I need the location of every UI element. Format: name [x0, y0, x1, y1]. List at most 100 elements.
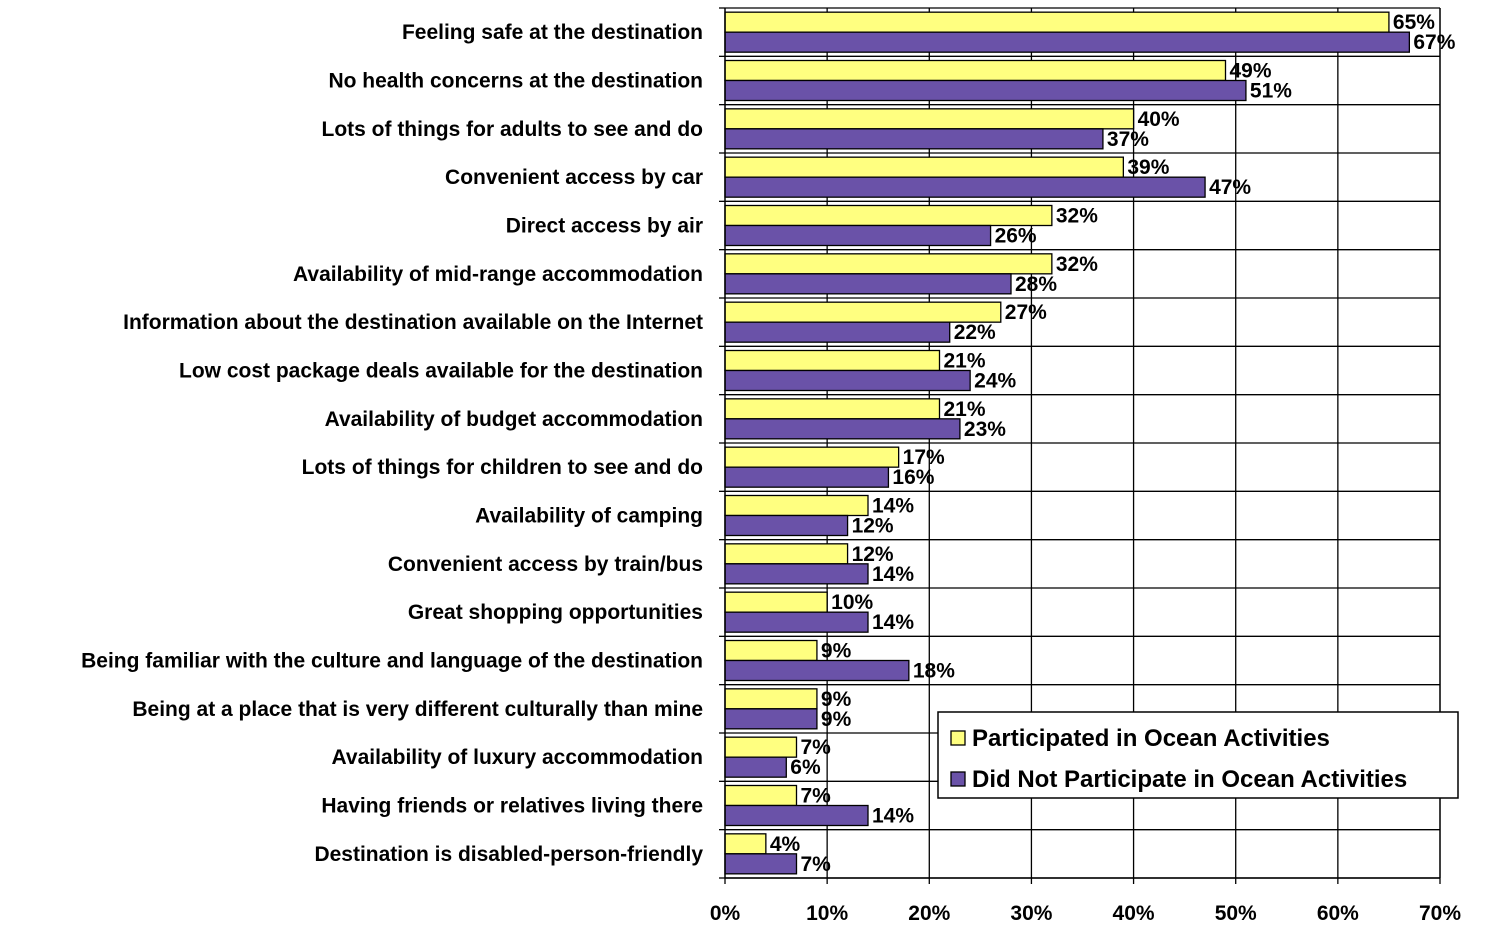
x-tick-label: 50%	[1215, 902, 1257, 925]
data-label-participated: 14%	[872, 495, 914, 518]
bar-did-not-participate	[724, 128, 1104, 150]
data-label-did-not-participate: 12%	[852, 515, 894, 538]
category-label: Direct access by air	[506, 215, 703, 238]
bar-did-not-participate	[724, 273, 1012, 295]
x-tick-label: 40%	[1113, 902, 1155, 925]
x-tick-label: 60%	[1317, 902, 1359, 925]
category-label: Being familiar with the culture and lang…	[81, 650, 703, 673]
bar-did-not-participate	[724, 708, 818, 730]
bar-did-not-participate	[724, 659, 910, 682]
bar-did-not-participate	[724, 321, 951, 343]
data-label-did-not-participate: 24%	[974, 370, 1016, 393]
legend: Participated in Ocean Activities Did Not …	[937, 711, 1459, 799]
legend-box	[937, 711, 1459, 799]
x-tick-label: 0%	[710, 902, 741, 925]
bar-did-not-participate	[724, 224, 992, 247]
bar-participated	[724, 543, 849, 565]
bars	[724, 11, 1411, 875]
bar-did-not-participate	[724, 853, 798, 875]
bar-participated	[724, 494, 869, 517]
data-label-participated: 27%	[1005, 301, 1047, 324]
x-tick-label: 30%	[1010, 902, 1052, 925]
bar-did-not-participate	[724, 466, 890, 488]
category-label: Information about the destination availa…	[123, 311, 703, 334]
bar-participated	[724, 349, 941, 372]
category-label: Feeling safe at the destination	[402, 21, 703, 44]
bar-participated	[724, 156, 1125, 178]
legend-label-did-not-participate: Did Not Participate in Ocean Activities	[972, 766, 1407, 793]
category-label: Availability of camping	[475, 505, 703, 528]
category-label: Having friends or relatives living there	[321, 795, 703, 818]
category-label: Lots of things for adults to see and do	[322, 118, 704, 141]
data-label-participated: 39%	[1127, 156, 1169, 179]
x-tick-label: 70%	[1419, 902, 1461, 925]
data-label-participated: 32%	[1056, 253, 1098, 276]
bar-did-not-participate	[724, 369, 971, 392]
category-label: No health concerns at the destination	[328, 70, 703, 93]
data-label-participated: 4%	[770, 833, 801, 856]
category-label: Great shopping opportunities	[408, 601, 703, 624]
legend-label-participated: Participated in Ocean Activities	[972, 725, 1330, 752]
data-label-participated: 32%	[1056, 205, 1098, 228]
bar-participated	[724, 253, 1053, 275]
category-label: Low cost package deals available for the…	[179, 360, 703, 383]
data-label-participated: 49%	[1230, 60, 1272, 83]
data-label-did-not-participate: 6%	[790, 756, 821, 779]
data-label-did-not-participate: 37%	[1107, 128, 1149, 151]
bar-participated	[724, 301, 1002, 323]
bar-did-not-participate	[724, 514, 849, 537]
data-label-did-not-participate: 51%	[1250, 80, 1292, 103]
bar-participated	[724, 108, 1135, 130]
bar-did-not-participate	[724, 418, 961, 440]
category-label: Convenient access by car	[445, 166, 703, 189]
bar-participated	[724, 59, 1227, 82]
bar-participated	[724, 446, 900, 468]
data-label-participated: 21%	[944, 398, 986, 421]
data-label-did-not-participate: 23%	[964, 418, 1006, 441]
axes: 0% 10% 20% 30% 40% 50% 60% 70%	[710, 7, 1461, 925]
data-label-participated: 10%	[831, 591, 873, 614]
category-label: Availability of mid-range accommodation	[293, 263, 703, 286]
category-label: Convenient access by train/bus	[388, 553, 703, 576]
data-label-participated: 7%	[801, 736, 832, 759]
bar-did-not-participate	[724, 756, 787, 778]
data-label-did-not-participate: 28%	[1015, 273, 1057, 296]
data-label-did-not-participate: 47%	[1209, 176, 1251, 199]
labels: 65%67% Feeling safe at the destination 49%…	[81, 11, 1456, 876]
category-label: Lots of things for children to see and d…	[302, 456, 703, 479]
bar-participated	[724, 204, 1053, 227]
bar-did-not-participate	[724, 79, 1247, 102]
category-label: Availability of budget accommodation	[325, 408, 703, 431]
data-label-participated: 21%	[944, 350, 986, 373]
data-label-did-not-participate: 16%	[892, 466, 934, 489]
data-label-participated: 9%	[821, 688, 852, 711]
legend-swatch-participated	[950, 730, 966, 746]
data-label-did-not-participate: 9%	[821, 708, 852, 731]
data-label-participated: 12%	[852, 543, 894, 566]
legend-swatch-did-not-participate	[950, 771, 966, 787]
data-label-participated: 65%	[1393, 11, 1435, 34]
bar-participated	[724, 833, 767, 855]
data-label-did-not-participate: 26%	[995, 225, 1037, 248]
bar-participated	[724, 398, 941, 420]
data-label-did-not-participate: 14%	[872, 805, 914, 828]
bar-did-not-participate	[724, 804, 869, 827]
data-label-participated: 40%	[1138, 108, 1180, 131]
data-label-participated: 9%	[821, 640, 852, 663]
x-tick-label: 20%	[908, 902, 950, 925]
category-label: Availability of luxury accommodation	[332, 746, 703, 769]
bar-did-not-participate	[724, 563, 869, 585]
x-tick-label: 10%	[806, 902, 848, 925]
bar-did-not-participate	[724, 611, 869, 633]
data-label-did-not-participate: 18%	[913, 660, 955, 683]
bar-participated	[724, 591, 828, 613]
bar-participated	[724, 784, 798, 807]
data-label-participated: 17%	[903, 446, 945, 469]
bar-did-not-participate	[724, 31, 1411, 53]
category-label: Destination is disabled-person-friendly	[314, 843, 703, 866]
bar-participated	[724, 688, 818, 710]
bar-participated	[724, 639, 818, 662]
bar-did-not-participate	[724, 176, 1206, 198]
data-label-did-not-participate: 67%	[1413, 31, 1455, 54]
